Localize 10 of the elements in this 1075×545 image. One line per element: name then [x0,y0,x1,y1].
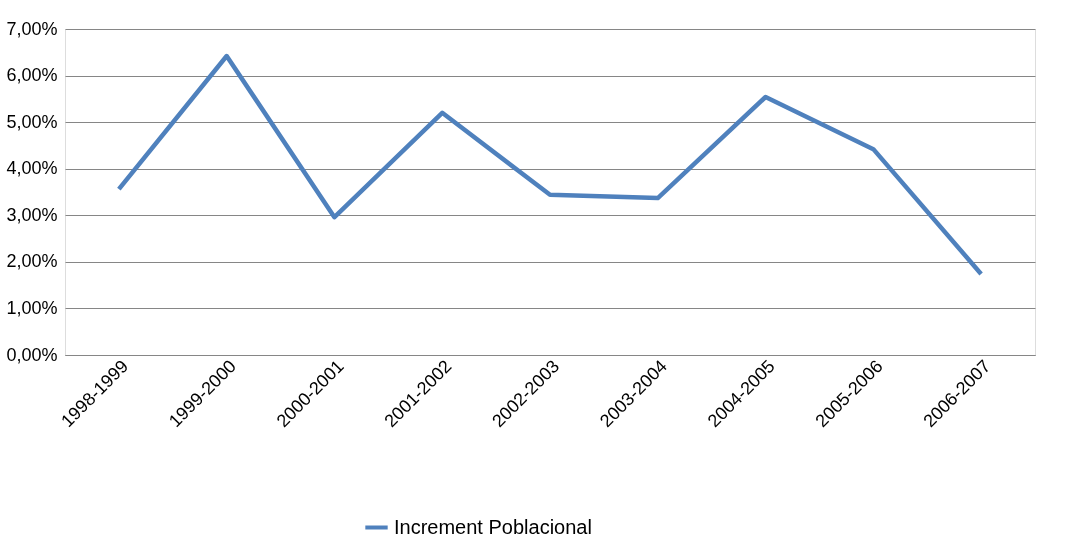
legend-label: Increment Poblacional [394,515,592,538]
y-tick-label: 3,00% [6,204,58,225]
y-tick-label: 7,00% [6,18,58,39]
y-tick-label: 5,00% [6,111,58,132]
y-tick-label: 1,00% [6,297,58,318]
y-tick-label: 0,00% [6,344,58,365]
y-tick-label: 2,00% [6,251,58,272]
line-series [116,53,984,277]
y-tick-label: 4,00% [6,158,58,179]
y-tick-label: 6,00% [6,65,58,86]
